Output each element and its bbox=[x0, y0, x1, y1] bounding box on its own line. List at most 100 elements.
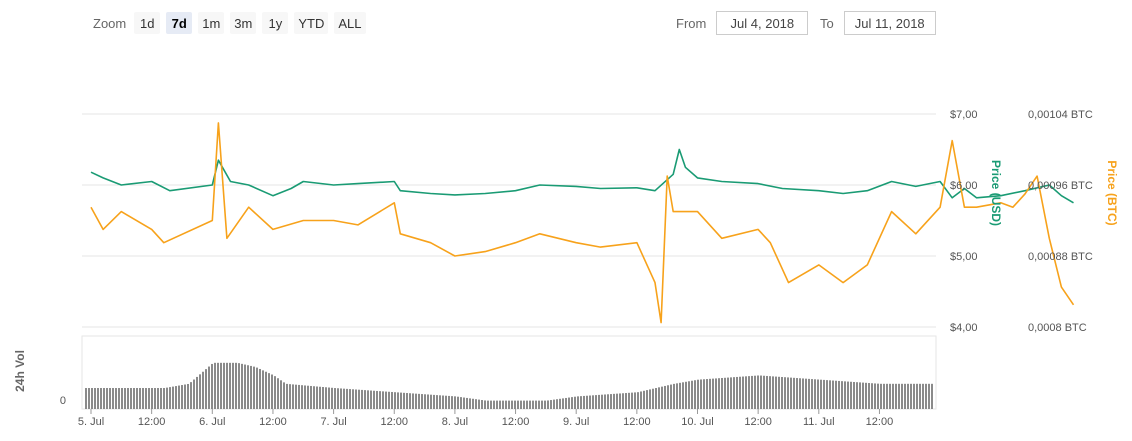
volume-frame bbox=[81, 335, 937, 410]
volume-bar bbox=[463, 397, 465, 409]
volume-bar bbox=[805, 378, 807, 409]
volume-bar bbox=[280, 380, 282, 409]
to-range: To bbox=[820, 11, 936, 35]
volume-bar bbox=[571, 397, 573, 409]
usd-tick-label: $6,00 bbox=[950, 180, 978, 192]
volume-bar bbox=[379, 391, 381, 409]
volume-bar bbox=[373, 390, 375, 409]
volume-bar bbox=[292, 384, 294, 409]
volume-bar bbox=[514, 400, 516, 409]
zoom-ytd-button[interactable]: YTD bbox=[294, 12, 329, 34]
volume-bar bbox=[505, 400, 507, 409]
volume-bar bbox=[631, 392, 633, 409]
volume-bar bbox=[721, 377, 723, 409]
volume-bar bbox=[217, 362, 219, 409]
volume-bar bbox=[901, 383, 903, 409]
to-date-input[interactable] bbox=[843, 11, 936, 35]
volume-bar bbox=[145, 388, 147, 409]
volume-bar bbox=[481, 400, 483, 409]
zoom-all-button[interactable]: ALL bbox=[334, 12, 366, 34]
volume-bar bbox=[649, 389, 651, 409]
zoom-7d-button[interactable]: 7d bbox=[166, 12, 193, 34]
zoom-bar: Zoom 1d 7d 1m 3m 1y YTD ALL bbox=[93, 10, 366, 36]
volume-bar bbox=[598, 394, 600, 409]
grid-lines bbox=[82, 113, 936, 328]
volume-bar bbox=[826, 380, 828, 409]
volume-bar bbox=[574, 396, 576, 409]
volume-bar bbox=[310, 385, 312, 409]
volume-bar bbox=[319, 386, 321, 409]
volume-bar bbox=[832, 380, 834, 409]
volume-bar bbox=[772, 376, 774, 409]
volume-bar bbox=[907, 383, 909, 409]
volume-bar bbox=[454, 396, 456, 409]
volume-bar bbox=[109, 388, 111, 409]
volume-bar bbox=[286, 383, 288, 409]
volume-bar bbox=[817, 379, 819, 409]
volume-bar bbox=[922, 383, 924, 409]
volume-bar bbox=[643, 390, 645, 409]
btc-tick-label: 0,00096 BTC bbox=[1028, 180, 1093, 192]
volume-bar bbox=[220, 362, 222, 409]
volume-bar bbox=[706, 379, 708, 409]
from-date-input[interactable] bbox=[716, 11, 809, 35]
volume-bar bbox=[190, 382, 192, 409]
usd-axis-title: Price (USD) bbox=[989, 160, 1003, 226]
zoom-3m-button[interactable]: 3m bbox=[230, 12, 257, 34]
volume-bar bbox=[268, 373, 270, 409]
zoom-1y-button[interactable]: 1y bbox=[262, 12, 289, 34]
volume-bar bbox=[511, 400, 513, 409]
volume-bar bbox=[295, 384, 297, 409]
volume-bar bbox=[757, 375, 759, 409]
series-lines bbox=[90, 122, 1075, 324]
zoom-label: Zoom bbox=[93, 15, 127, 31]
volume-bar bbox=[712, 378, 714, 409]
volume-bar bbox=[565, 397, 567, 409]
to-label: To bbox=[820, 15, 834, 31]
zoom-1m-button[interactable]: 1m bbox=[198, 12, 225, 34]
volume-bar bbox=[703, 379, 705, 409]
x-tick-label: 12:00 bbox=[744, 416, 772, 428]
volume-bar bbox=[595, 395, 597, 409]
volume-bar bbox=[448, 395, 450, 409]
volume-bar bbox=[904, 383, 906, 409]
volume-bar bbox=[628, 392, 630, 409]
volume-bar bbox=[331, 387, 333, 409]
volume-bar bbox=[115, 388, 117, 409]
volume-bar bbox=[274, 376, 276, 409]
x-tick-label: 6. Jul bbox=[199, 416, 225, 428]
volume-bar bbox=[634, 392, 636, 409]
volume-bar bbox=[748, 376, 750, 409]
volume-bar bbox=[865, 382, 867, 409]
volume-bar bbox=[352, 389, 354, 409]
volume-bar bbox=[601, 394, 603, 409]
volume-bar bbox=[763, 375, 765, 409]
volume-bar bbox=[727, 377, 729, 409]
volume-bar bbox=[508, 400, 510, 409]
volume-bar bbox=[124, 388, 126, 409]
volume-bar bbox=[361, 389, 363, 409]
x-tick-label: 11. Jul bbox=[803, 416, 835, 428]
volume-bar bbox=[85, 388, 87, 409]
zoom-1d-button[interactable]: 1d bbox=[134, 12, 161, 34]
volume-bar bbox=[823, 379, 825, 409]
volume-bar bbox=[103, 388, 105, 409]
volume-bar bbox=[784, 377, 786, 409]
volume-bar bbox=[517, 400, 519, 409]
volume-bar bbox=[427, 394, 429, 409]
volume-bar bbox=[544, 400, 546, 409]
volume-bar bbox=[193, 379, 195, 409]
volume-bar bbox=[847, 381, 849, 409]
volume-bar bbox=[646, 390, 648, 409]
volume-bar bbox=[739, 376, 741, 409]
volume-bar bbox=[559, 398, 561, 409]
volume-bar bbox=[811, 379, 813, 409]
volume-bar bbox=[184, 384, 186, 409]
volume-bar bbox=[388, 391, 390, 409]
volume-bar bbox=[700, 379, 702, 409]
volume-bar bbox=[715, 378, 717, 409]
volume-bar bbox=[799, 378, 801, 409]
volume-bar bbox=[673, 383, 675, 409]
volume-bar bbox=[316, 386, 318, 409]
volume-bar bbox=[760, 375, 762, 409]
